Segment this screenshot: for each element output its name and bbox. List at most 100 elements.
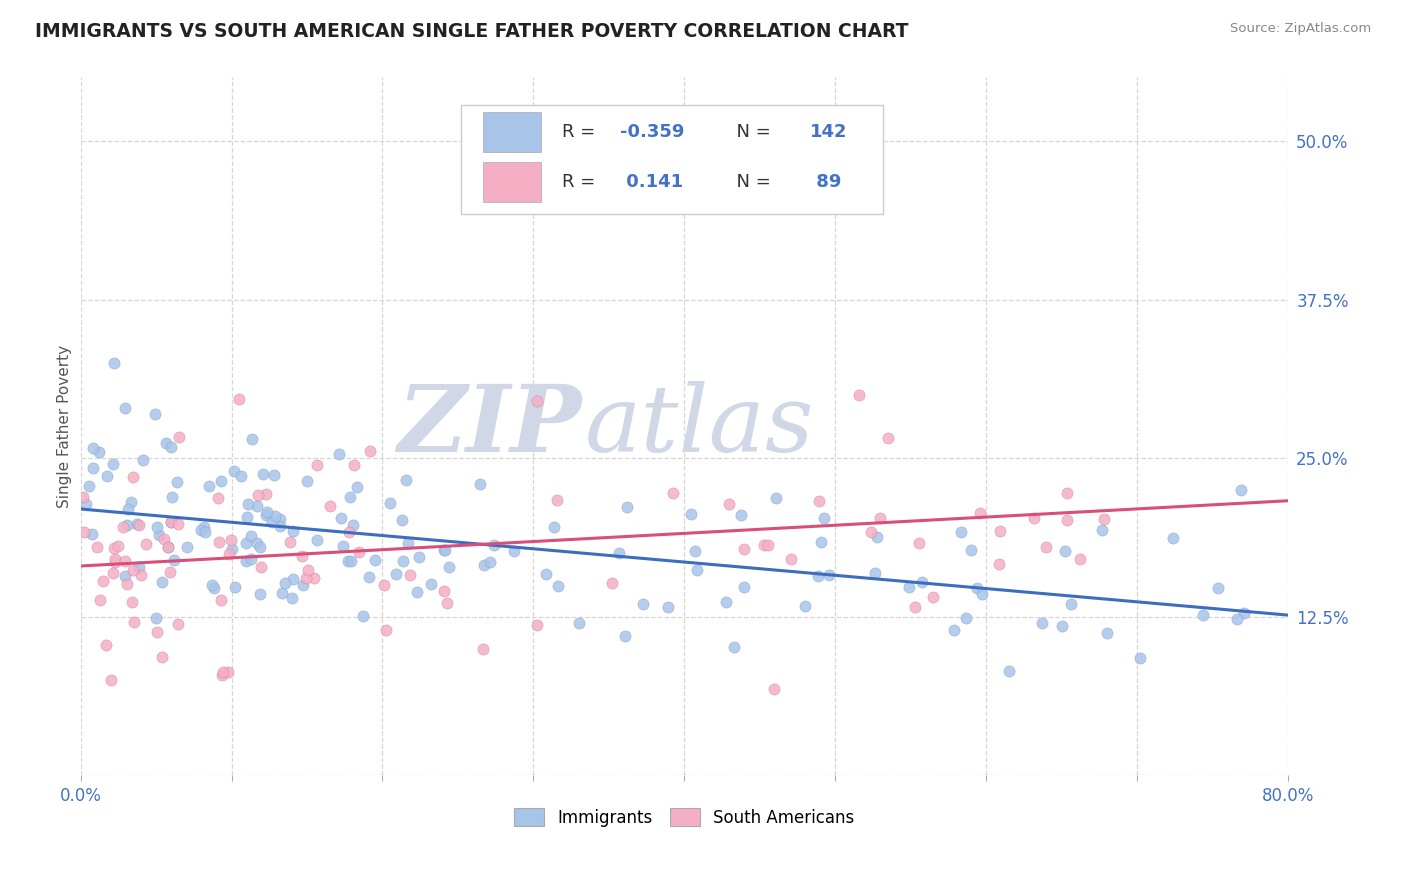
Point (794, 599, 817, 613)
Point (614, 628, 637, 642)
Point (733, 581, 755, 595)
Point (346, 480, 368, 494)
Point (813, 511, 835, 525)
Point (86, 541, 108, 555)
Point (291, 549, 314, 563)
Text: 0.141: 0.141 (620, 173, 683, 191)
Point (150, 650, 173, 665)
Point (132, 452, 155, 467)
Point (607, 546, 630, 560)
Point (235, 510, 257, 524)
Point (807, 181, 830, 195)
Point (82, 441, 104, 455)
Text: R =: R = (562, 173, 602, 191)
Point (208, 535, 231, 549)
Point (96, 468, 118, 483)
Point (281, 591, 304, 605)
Point (433, 584, 456, 599)
Point (112, 519, 135, 533)
Point (145, 520, 167, 534)
Point (249, 587, 271, 601)
Y-axis label: Single Father Poverty: Single Father Poverty (58, 345, 72, 508)
Point (263, 509, 285, 524)
Point (1060, 597, 1083, 611)
Point (479, 555, 502, 569)
Point (1129, 651, 1152, 665)
Point (384, 566, 406, 581)
Point (129, 567, 152, 582)
Point (297, 563, 319, 577)
Legend: Immigrants, South Americans: Immigrants, South Americans (508, 802, 860, 833)
Point (1031, 615, 1053, 630)
Point (329, 511, 352, 525)
Point (662, 485, 685, 500)
Point (343, 458, 366, 473)
Point (364, 553, 387, 567)
Point (101, 566, 124, 580)
Point (240, 433, 263, 447)
FancyBboxPatch shape (482, 112, 540, 153)
Point (336, 554, 359, 568)
Point (869, 511, 891, 525)
FancyBboxPatch shape (482, 162, 540, 202)
Point (295, 571, 318, 585)
Point (1054, 544, 1077, 558)
Point (281, 524, 304, 538)
Point (135, 537, 157, 551)
Point (1069, 551, 1091, 566)
Point (998, 664, 1021, 678)
Point (1230, 483, 1253, 498)
Point (848, 388, 870, 402)
Point (219, 533, 242, 547)
Point (1035, 540, 1057, 554)
Point (202, 581, 225, 595)
Point (115, 518, 138, 533)
Point (436, 596, 458, 610)
Point (631, 597, 654, 611)
Point (960, 542, 983, 557)
Point (260, 515, 283, 529)
Point (263, 467, 285, 482)
Point (318, 499, 340, 513)
Point (291, 578, 314, 592)
Point (482, 538, 505, 552)
Point (987, 557, 1010, 571)
Point (714, 595, 737, 609)
Point (332, 540, 354, 554)
Point (167, 616, 190, 631)
Point (1091, 523, 1114, 537)
Point (295, 475, 318, 489)
Point (756, 538, 779, 552)
Point (1206, 581, 1229, 595)
Point (115, 577, 138, 591)
Point (943, 623, 966, 637)
Point (526, 617, 548, 632)
Point (1233, 606, 1256, 620)
Point (128, 560, 150, 574)
Point (176, 540, 198, 554)
Point (160, 515, 183, 529)
Point (254, 508, 277, 522)
Point (156, 540, 179, 554)
Point (807, 569, 830, 583)
Point (209, 475, 232, 489)
Text: -0.359: -0.359 (620, 123, 685, 141)
Point (235, 554, 257, 568)
Point (437, 560, 460, 574)
Point (246, 487, 269, 501)
Point (373, 578, 395, 592)
Point (911, 574, 934, 589)
Point (209, 592, 232, 607)
Point (143, 407, 166, 421)
Point (898, 580, 921, 594)
Point (169, 430, 191, 444)
Point (526, 393, 548, 408)
Point (328, 447, 350, 461)
Point (221, 542, 243, 557)
Point (408, 549, 430, 564)
Point (224, 580, 246, 594)
Point (94, 638, 117, 652)
Point (1022, 510, 1045, 524)
Point (194, 524, 217, 539)
Point (236, 497, 259, 511)
